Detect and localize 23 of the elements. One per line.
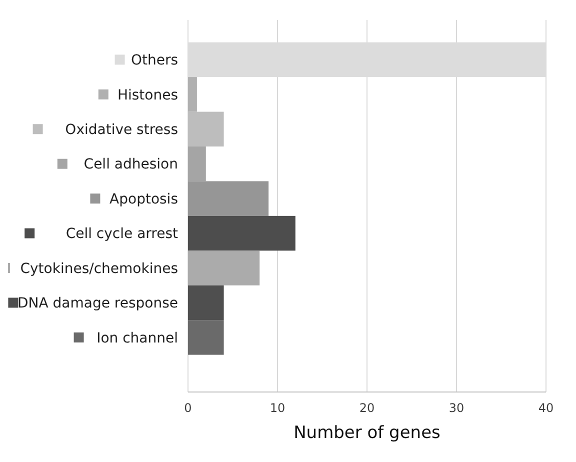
y-tick-label: Others	[130, 52, 178, 69]
y-tick-label: DNA damage response	[17, 296, 178, 312]
bar	[188, 216, 296, 251]
x-tick-label: 30	[448, 401, 464, 415]
bar	[188, 112, 224, 146]
x-tick-label: 40	[538, 401, 554, 415]
y-tick-label: Apoptosis	[110, 191, 178, 208]
y-tick-label: Ion channel	[96, 330, 178, 346]
bar	[188, 77, 197, 112]
y-tick-label: Cell adhesion	[84, 156, 178, 173]
x-axis-title: Number of genes	[294, 423, 441, 443]
bar	[188, 250, 260, 286]
x-tick-label: 10	[270, 401, 286, 415]
bar	[188, 285, 224, 320]
bar	[188, 181, 269, 216]
y-tick-label: Histones	[117, 87, 178, 104]
y-tick-label: Oxidative stress	[65, 122, 178, 138]
y-tick-label: Cytokines/chemokines	[20, 260, 178, 277]
x-tick-label: 0	[184, 401, 192, 415]
y-tick-label: Cell cycle arrest	[66, 226, 179, 242]
bar	[188, 146, 206, 182]
bar	[188, 320, 224, 355]
x-tick-label: 20	[359, 401, 375, 415]
